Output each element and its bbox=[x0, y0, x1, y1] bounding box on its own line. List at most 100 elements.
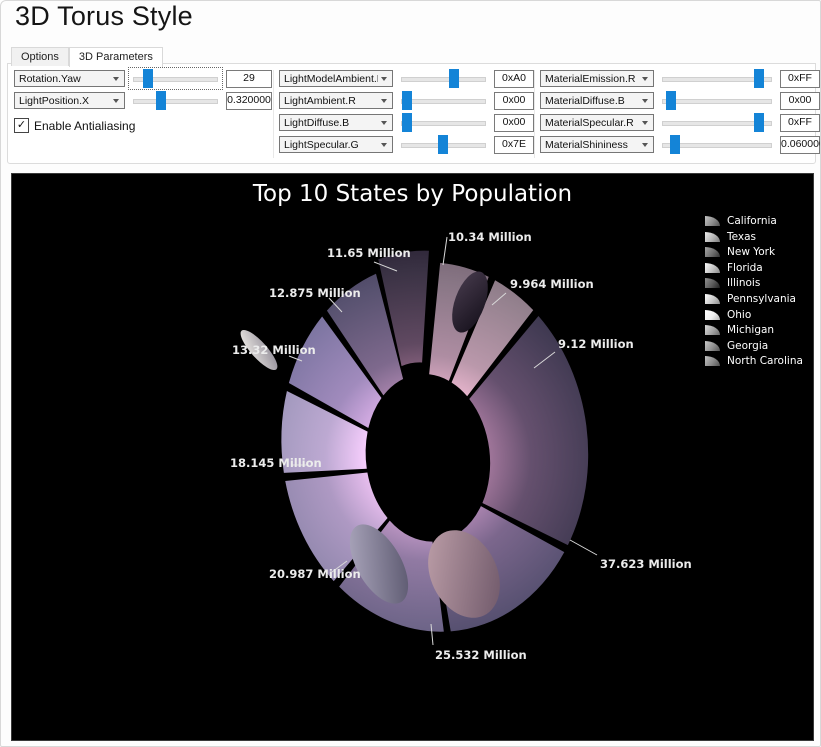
legend-item-california: California bbox=[705, 215, 803, 227]
chevron-down-icon bbox=[381, 120, 387, 125]
slider-track[interactable] bbox=[133, 99, 218, 104]
slider-track[interactable] bbox=[401, 77, 486, 82]
param-value-materialdiffuse-b[interactable]: 0x00 bbox=[780, 91, 820, 110]
param-value-materialshininess[interactable]: 0.060000 bbox=[780, 135, 820, 154]
data-label-north-carolina: 9.12 Million bbox=[558, 337, 634, 351]
param-row-lightmodelambient-r: LightModelAmbient.R 0xA0 bbox=[279, 69, 534, 88]
param-combo-lightmodelambient-r[interactable]: LightModelAmbient.R bbox=[279, 70, 393, 87]
chevron-down-icon bbox=[642, 98, 648, 103]
torus-segment-california bbox=[469, 315, 589, 546]
param-value-materialspecular-r[interactable]: 0xFF bbox=[780, 113, 820, 132]
callout-lines bbox=[288, 236, 598, 646]
chevron-down-icon bbox=[381, 142, 387, 147]
slider-thumb[interactable] bbox=[142, 69, 153, 88]
param-value-rotation-yaw[interactable]: 29 bbox=[226, 69, 272, 88]
slider-track[interactable] bbox=[401, 121, 486, 126]
slider-thumb[interactable] bbox=[753, 69, 764, 88]
param-value-lightmodelambient-r[interactable]: 0xA0 bbox=[494, 69, 534, 88]
data-label-florida: 18.145 Million bbox=[230, 456, 322, 470]
param-slider-lightspecular-g[interactable] bbox=[399, 135, 488, 154]
chevron-down-icon bbox=[642, 142, 648, 147]
slider-thumb[interactable] bbox=[402, 113, 413, 132]
param-combo-label: LightAmbient.R bbox=[284, 94, 356, 107]
data-label-california: 37.623 Million bbox=[600, 557, 692, 571]
param-slider-rotation-yaw[interactable] bbox=[128, 67, 223, 90]
enable-antialiasing-checkbox[interactable]: ✓ bbox=[14, 118, 29, 133]
param-row-lightdiffuse-b: LightDiffuse.B 0x00 bbox=[279, 113, 534, 132]
param-slider-lightmodelambient-r[interactable] bbox=[399, 69, 488, 88]
param-value-lightspecular-g[interactable]: 0x7E bbox=[494, 135, 534, 154]
param-slider-materialdiffuse-b[interactable] bbox=[660, 91, 774, 110]
data-label-new-york: 20.987 Million bbox=[269, 567, 361, 581]
param-combo-label: LightModelAmbient.R bbox=[284, 72, 378, 85]
slider-thumb[interactable] bbox=[156, 91, 167, 110]
slider-thumb[interactable] bbox=[666, 91, 677, 110]
param-combo-materialemission-r[interactable]: MaterialEmission.R bbox=[540, 70, 654, 87]
legend-item-florida: Florida bbox=[705, 262, 803, 274]
param-value-lightposition-x[interactable]: 0.320000 bbox=[226, 91, 272, 110]
param-combo-lightspecular-g[interactable]: LightSpecular.G bbox=[279, 136, 393, 153]
parameters-panel: Rotation.Yaw 29 LightPosition.X bbox=[7, 63, 820, 164]
param-value-materialemission-r[interactable]: 0xFF bbox=[780, 69, 820, 88]
slider-thumb[interactable] bbox=[753, 113, 764, 132]
slider-track[interactable] bbox=[662, 99, 772, 104]
param-row-materialemission-r: MaterialEmission.R 0xFF bbox=[540, 69, 820, 88]
param-combo-label: LightPosition.X bbox=[19, 94, 90, 107]
slider-thumb[interactable] bbox=[402, 91, 413, 110]
legend-swatch bbox=[705, 247, 720, 258]
enable-antialiasing-label: Enable Antialiasing bbox=[34, 118, 136, 133]
param-slider-materialemission-r[interactable] bbox=[660, 69, 774, 88]
param-slider-lightdiffuse-b[interactable] bbox=[399, 113, 488, 132]
torus-chart-canvas: 10.34 Million 9.964 Million 9.12 Million… bbox=[230, 230, 692, 662]
param-slider-lightposition-x[interactable] bbox=[131, 91, 220, 110]
slider-track[interactable] bbox=[133, 77, 218, 82]
legend-swatch bbox=[705, 262, 720, 273]
param-combo-rotation-yaw[interactable]: Rotation.Yaw bbox=[14, 70, 125, 87]
param-combo-materialspecular-r[interactable]: MaterialSpecular.R bbox=[540, 114, 654, 131]
legend-item-new-york: New York bbox=[705, 246, 803, 258]
param-combo-label: LightSpecular.G bbox=[284, 138, 359, 151]
param-combo-label: MaterialShininess bbox=[545, 138, 628, 151]
segment-cap-illinois bbox=[240, 329, 278, 371]
legend-swatch bbox=[705, 340, 720, 351]
slider-thumb[interactable] bbox=[448, 69, 459, 88]
callout-labels: 10.34 Million 9.964 Million 9.12 Million… bbox=[230, 230, 692, 662]
legend-swatch bbox=[705, 216, 720, 226]
param-slider-materialspecular-r[interactable] bbox=[660, 113, 774, 132]
param-combo-materialshininess[interactable]: MaterialShininess bbox=[540, 136, 654, 153]
torus bbox=[281, 250, 589, 632]
torus-segment-florida bbox=[285, 472, 388, 582]
data-label-ohio: 11.65 Million bbox=[327, 246, 411, 260]
param-combo-lightambient-r[interactable]: LightAmbient.R bbox=[279, 92, 393, 109]
param-combo-label: MaterialEmission.R bbox=[545, 72, 636, 85]
chart-area: Top 10 States by Population bbox=[11, 173, 814, 741]
data-label-michigan: 10.34 Million bbox=[448, 230, 532, 244]
chart-title: Top 10 States by Population bbox=[252, 181, 573, 207]
data-label-pennsylvania: 12.875 Million bbox=[269, 286, 361, 300]
slider-track[interactable] bbox=[662, 121, 772, 126]
legend-swatch bbox=[705, 356, 720, 367]
param-row-materialspecular-r: MaterialSpecular.R 0xFF bbox=[540, 113, 820, 132]
legend-swatch bbox=[705, 309, 720, 320]
param-combo-label: LightDiffuse.B bbox=[284, 116, 350, 129]
tab-strip: Options 3D Parameters bbox=[11, 47, 163, 67]
param-value-lightambient-r[interactable]: 0x00 bbox=[494, 91, 534, 110]
slider-thumb[interactable] bbox=[670, 135, 681, 154]
param-column-right: MaterialEmission.R 0xFF MaterialDiffuse.… bbox=[534, 69, 820, 158]
tab-options[interactable]: Options bbox=[11, 47, 69, 66]
slider-track[interactable] bbox=[662, 77, 772, 82]
param-slider-lightambient-r[interactable] bbox=[399, 91, 488, 110]
param-combo-lightdiffuse-b[interactable]: LightDiffuse.B bbox=[279, 114, 393, 131]
slider-track[interactable] bbox=[401, 99, 486, 104]
slider-track[interactable] bbox=[662, 143, 772, 148]
param-slider-materialshininess[interactable] bbox=[660, 135, 774, 154]
param-combo-label: MaterialDiffuse.B bbox=[545, 94, 625, 107]
slider-thumb[interactable] bbox=[437, 135, 448, 154]
param-combo-materialdiffuse-b[interactable]: MaterialDiffuse.B bbox=[540, 92, 654, 109]
torus-segment-ohio bbox=[326, 273, 404, 396]
tab-3d-parameters[interactable]: 3D Parameters bbox=[68, 47, 163, 67]
chevron-down-icon bbox=[113, 76, 119, 81]
param-value-lightdiffuse-b[interactable]: 0x00 bbox=[494, 113, 534, 132]
param-combo-lightposition-x[interactable]: LightPosition.X bbox=[14, 92, 125, 109]
data-label-georgia: 9.964 Million bbox=[510, 277, 594, 291]
